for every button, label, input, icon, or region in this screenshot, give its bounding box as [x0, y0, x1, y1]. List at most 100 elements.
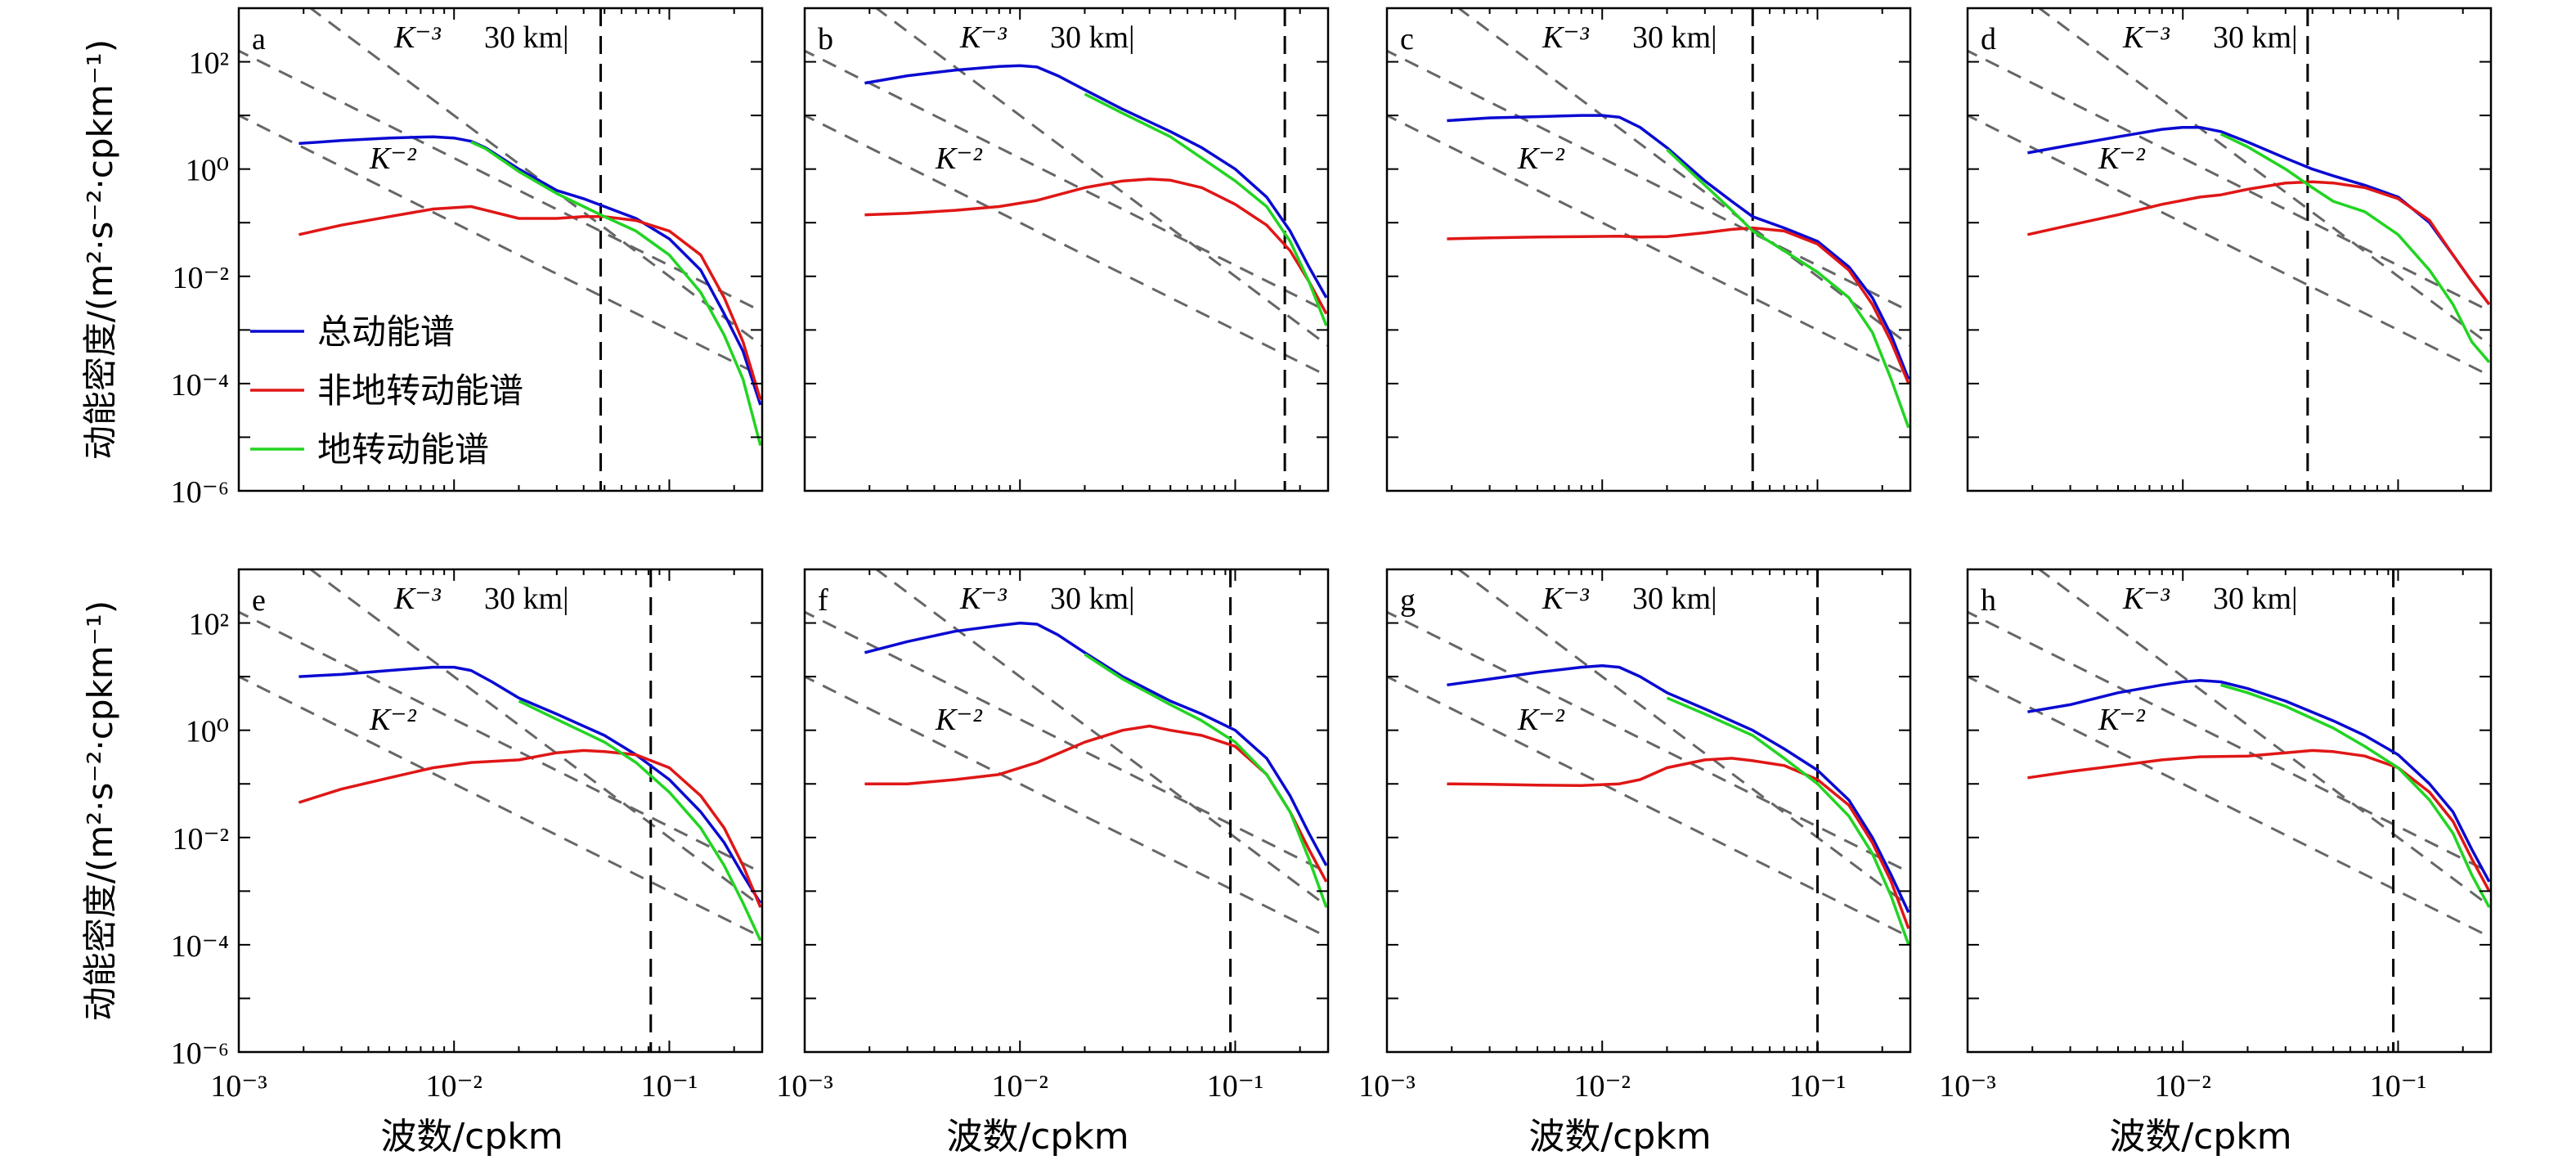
x-tick-label: 10⁻²	[1574, 1069, 1631, 1104]
y-axis-label: 动能密度/(m²·s⁻²·cpkm⁻¹)	[80, 39, 120, 460]
k2-reference-line-lower	[805, 49, 1328, 313]
series-ageo-line	[298, 205, 762, 401]
plot-frame	[1385, 568, 1912, 1054]
series-ageo-line	[2027, 180, 2491, 306]
panel-d: d K⁻³ K⁻² 30 km|	[1966, 7, 2493, 492]
k2-reference-line	[1968, 675, 2491, 939]
x-tick-label: 10⁻²	[2155, 1069, 2211, 1104]
x-tick-label: 10⁻³	[776, 1069, 832, 1104]
k2-reference-line-lower	[239, 610, 762, 875]
legend-label-ageo: 非地转动能谱	[317, 371, 523, 411]
k2-reference-line	[1968, 114, 2491, 378]
k3-reference-line	[1456, 569, 1910, 909]
y-tick-label: 10⁰	[186, 154, 229, 188]
plot-frame	[803, 7, 1330, 492]
k2-reference-line-lower	[1387, 610, 1910, 875]
panel-letter: g	[1400, 583, 1416, 618]
y-tick-label: 10⁻²	[173, 822, 229, 857]
k2-reference-line-lower	[239, 49, 762, 313]
panel-g: g K⁻³ K⁻² 30 km| 10⁻³ 10⁻² 10⁻¹ 波数/cpkm	[1358, 568, 1912, 1158]
series-geo-line	[2220, 683, 2491, 908]
k2-reference-line	[1387, 675, 1910, 939]
x-tick-label: 10⁻¹	[1207, 1069, 1263, 1104]
k3-label: K⁻³	[2122, 20, 2170, 55]
scale-30km-label: 30 km|	[2213, 582, 2298, 616]
series-geo-line	[2219, 133, 2491, 363]
k3-reference-line	[874, 8, 1328, 348]
series-total-line	[2027, 678, 2491, 883]
panel-b: b K⁻³ K⁻² 30 km|	[803, 7, 1330, 492]
y-tick-label: 10⁻⁴	[171, 929, 229, 964]
k2-label: K⁻²	[1517, 142, 1564, 176]
series-geo-line	[1666, 696, 1910, 946]
series-geo-line	[1084, 92, 1328, 326]
panel-letter: e	[252, 583, 266, 618]
panel-letter: h	[1981, 583, 1996, 618]
plot-frame	[1966, 568, 2493, 1054]
y-tick-label: 10⁰	[186, 715, 229, 749]
y-tick-label: 10⁻⁶	[171, 1036, 229, 1071]
series-ageo-line	[2027, 749, 2491, 892]
k3-reference-line	[2037, 8, 2491, 348]
x-tick-label: 10⁻³	[210, 1069, 267, 1104]
x-tick-label: 10⁻³	[1939, 1069, 1995, 1104]
scale-30km-label: 30 km|	[484, 582, 569, 616]
k3-reference-line	[2037, 569, 2491, 909]
x-tick-label: 10⁻¹	[641, 1069, 698, 1104]
panel-a: a K⁻³ K⁻² 30 km| 10⁻⁶ 10⁻⁴ 10⁻² 10⁰ 10² 动能密度/(m²·…	[80, 7, 764, 510]
plot-frame	[237, 7, 764, 492]
k2-reference-line-lower	[1387, 49, 1910, 313]
panel-letter: d	[1981, 22, 1996, 56]
plot-frame	[1966, 7, 2493, 492]
series-ageo-line	[298, 749, 762, 908]
series-ageo-line	[1447, 757, 1910, 929]
k3-label: K⁻³	[959, 582, 1007, 616]
panel-letter: c	[1400, 22, 1414, 56]
series-ageo-line	[1447, 226, 1910, 384]
x-axis-label: 波数/cpkm	[1528, 1116, 1711, 1158]
panel-f: f K⁻³ K⁻² 30 km| 10⁻³ 10⁻² 10⁻¹ 波数/cpkm	[776, 568, 1330, 1158]
panel-h: h K⁻³ K⁻² 30 km| 10⁻³ 10⁻² 10⁻¹ 波数/cpkm	[1939, 568, 2493, 1158]
series-geo-line	[1084, 653, 1328, 908]
y-tick-label: 10²	[189, 608, 229, 642]
y-axis-label: 动能密度/(m²·s⁻²·cpkm⁻¹)	[80, 600, 120, 1021]
plot-frame	[237, 568, 764, 1054]
x-axis-label: 波数/cpkm	[380, 1116, 563, 1158]
series-total-line	[298, 135, 762, 406]
plot-frame	[1385, 7, 1912, 492]
series-geo-line	[470, 141, 762, 447]
x-axis-label: 波数/cpkm	[946, 1116, 1129, 1158]
k3-label: K⁻³	[2122, 582, 2170, 616]
series-total-line	[864, 64, 1328, 299]
k3-reference-line	[308, 569, 762, 909]
y-tick-label: 10⁻²	[173, 261, 229, 295]
scale-30km-label: 30 km|	[2213, 20, 2298, 55]
k2-label: K⁻²	[369, 142, 416, 176]
y-tick-label: 10⁻⁴	[171, 368, 229, 402]
series-total-line	[1447, 114, 1910, 380]
series-total-line	[1447, 663, 1910, 914]
k2-label: K⁻²	[1517, 703, 1564, 737]
k2-reference-line	[1387, 114, 1910, 378]
scale-30km-label: 30 km|	[1632, 582, 1717, 616]
k2-label: K⁻²	[935, 703, 982, 737]
k2-reference-line	[805, 114, 1328, 378]
panel-letter: f	[818, 583, 828, 618]
panel-c: c K⁻³ K⁻² 30 km|	[1385, 7, 1912, 492]
x-axis-label: 波数/cpkm	[2109, 1116, 2291, 1158]
k2-label: K⁻²	[369, 703, 416, 737]
k2-label: K⁻²	[2098, 703, 2145, 737]
k2-reference-line	[239, 114, 762, 378]
panel-e: e K⁻³ K⁻² 30 km| 10⁻⁶ 10⁻⁴ 10⁻² 10⁰ 10² 动能密度/(m²·…	[80, 568, 764, 1158]
k2-label: K⁻²	[2098, 142, 2145, 176]
x-tick-label: 10⁻³	[1358, 1069, 1415, 1104]
series-total-line	[864, 621, 1328, 866]
x-tick-label: 10⁻²	[992, 1069, 1048, 1104]
scale-30km-label: 30 km|	[1632, 20, 1717, 55]
x-tick-label: 10⁻¹	[1789, 1069, 1846, 1104]
k3-reference-line	[308, 8, 762, 348]
x-tick-label: 10⁻²	[426, 1069, 482, 1104]
k3-reference-line	[874, 569, 1328, 909]
